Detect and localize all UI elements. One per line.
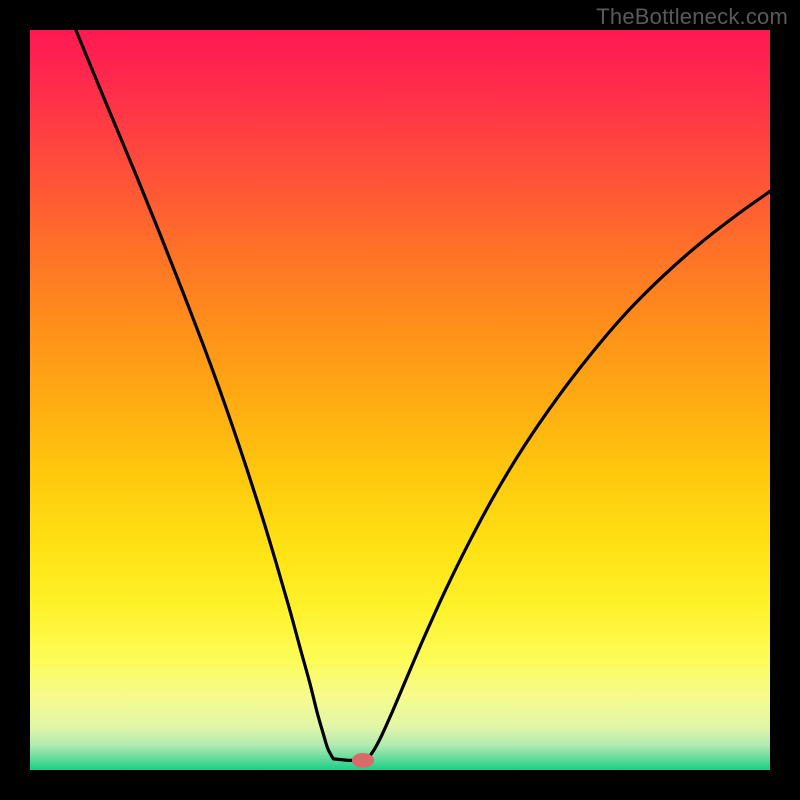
chart-background xyxy=(30,30,770,770)
watermark-text: TheBottleneck.com xyxy=(596,4,788,30)
chart-plot-area xyxy=(30,30,770,770)
chart-svg xyxy=(30,30,770,770)
optimal-point-marker xyxy=(352,753,374,768)
